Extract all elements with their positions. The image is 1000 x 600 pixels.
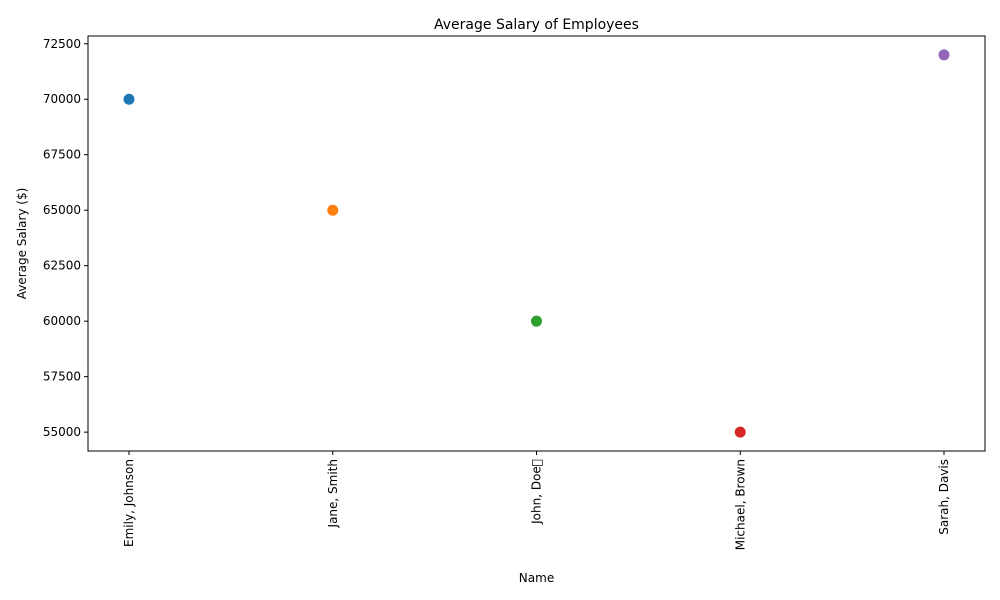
x-tick-label: John, Doe  xyxy=(530,459,544,525)
data-point xyxy=(327,204,339,216)
y-tick-label: 67500 xyxy=(43,148,81,162)
plot-frame xyxy=(87,35,986,452)
chart-title: Average Salary of Employees xyxy=(434,17,639,33)
x-tick-label: Michael, Brown xyxy=(733,459,747,550)
data-point xyxy=(938,49,950,61)
y-tick-label: 62500 xyxy=(43,259,81,273)
data-point xyxy=(123,93,135,105)
x-tick-label: Jane, Smith xyxy=(326,459,340,528)
x-axis-label: Name xyxy=(519,571,554,585)
data-point xyxy=(531,315,542,327)
y-tick-label: 57500 xyxy=(43,370,81,384)
data-point xyxy=(734,426,746,438)
data-points xyxy=(123,49,950,438)
x-tick-label: Sarah, Davis xyxy=(937,459,951,535)
y-tick-label: 70000 xyxy=(43,92,81,106)
x-axis-ticks: Emily, Johnson Jane, Smith John, Doe  Micha… xyxy=(122,451,951,550)
y-tick-label: 55000 xyxy=(43,425,81,439)
y-tick-label: 65000 xyxy=(43,203,81,217)
y-tick-label: 60000 xyxy=(43,314,81,328)
y-axis-label: Average Salary ($) xyxy=(15,188,29,300)
y-axis-ticks: 55000 57500 60000 62500 65000 67500 70000 72500 xyxy=(43,37,88,439)
x-tick-label: Emily, Johnson xyxy=(122,459,136,547)
y-tick-label: 72500 xyxy=(43,37,81,51)
